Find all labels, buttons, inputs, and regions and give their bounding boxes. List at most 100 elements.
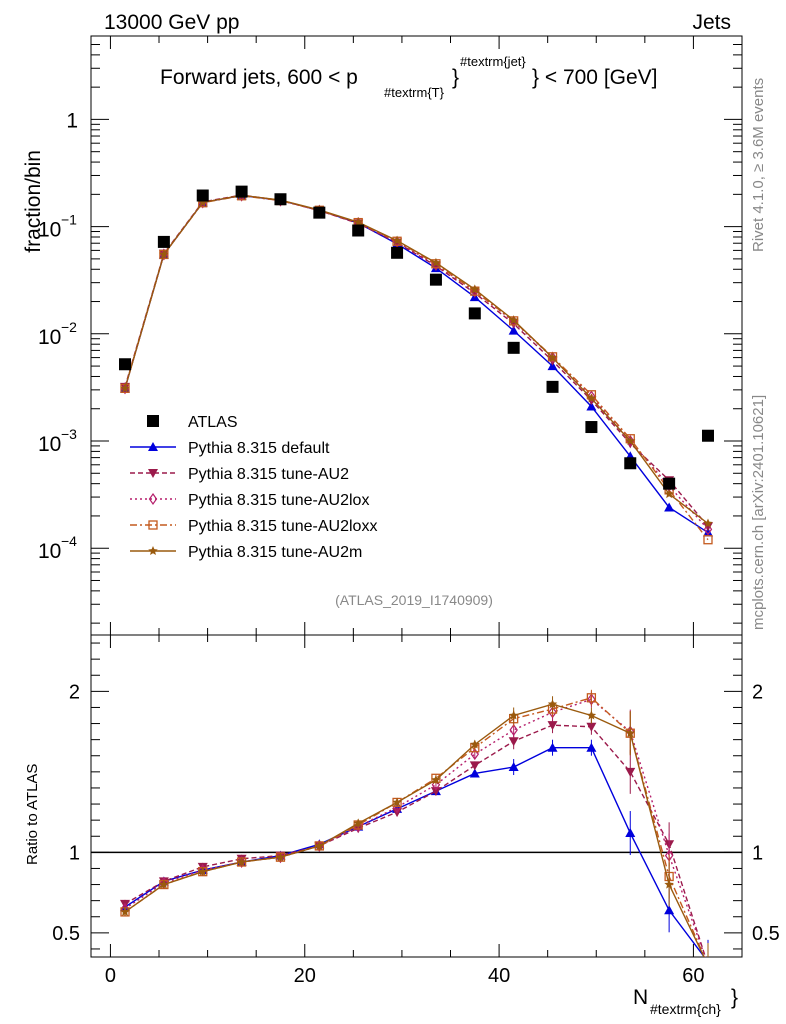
rivet-label: Rivet 4.1.0, ≥ 3.6M events: [750, 78, 767, 252]
y-tick-exponent: −3: [61, 426, 77, 442]
series-2-ratio-point: [469, 761, 480, 771]
chart-title: Forward jets, 600 < p #textrm{T} } #text…: [160, 54, 658, 100]
ratio-tick-label-right: 1: [752, 842, 763, 864]
series-3-point: [587, 390, 596, 403]
atlas-data-point: [313, 206, 326, 219]
legend-entry-1-label: Pythia 8.315 default: [188, 440, 330, 457]
series-2-ratio-point: [508, 737, 519, 747]
series-5-point: [664, 489, 674, 499]
y-tick-exponent: −4: [61, 533, 77, 549]
series-5-ratio-point: [547, 699, 558, 709]
series-5-ratio-point: [625, 728, 636, 738]
ratio-panel-series: [120, 689, 713, 969]
series-5-point: [120, 383, 130, 393]
series-5-ratio-line: [124, 703, 705, 957]
ratio-panel-frame: [90, 634, 743, 958]
x-axis-label-main: N: [633, 986, 648, 1009]
series-5-point: [625, 436, 636, 446]
series-5-point: [353, 217, 363, 227]
legend-entry-2-marker: [148, 469, 158, 478]
series-1-point: [664, 502, 675, 512]
series-1-point: [508, 325, 519, 335]
series-5-point: [470, 284, 480, 294]
x-tick-label: 40: [488, 965, 510, 987]
series-1-ratio-point: [508, 762, 519, 772]
series-2-ratio-line: [124, 724, 707, 957]
series-2-ratio-point: [547, 721, 558, 731]
x-axis-label-brace: }: [731, 986, 738, 1009]
series-5-ratio-point: [236, 857, 247, 867]
series-1-ratio-point: [625, 828, 636, 838]
ratio-tick-label: 1: [69, 842, 80, 864]
ratio-tick-label: 0.5: [52, 923, 80, 945]
series-5-ratio-point: [470, 739, 480, 749]
series-5-ratio-point: [197, 866, 208, 876]
series-1-ratio-point: [469, 768, 480, 778]
series-5-point: [508, 315, 519, 325]
x-tick-label: 60: [682, 965, 704, 987]
title-tail: } < 700 [GeV]: [532, 66, 658, 89]
series-5-point: [703, 518, 713, 528]
y-tick-label: 10: [38, 219, 61, 242]
series-1-point: [586, 401, 597, 411]
atlas-data-point: [391, 246, 404, 259]
series-5-ratio-point: [703, 960, 713, 969]
y-tick-label: 10: [38, 326, 61, 349]
legend-entry-5-label: Pythia 8.315 tune-AU2m: [188, 544, 362, 561]
atlas-data-point: [429, 273, 442, 286]
series-1-point: [702, 527, 713, 537]
legend: ATLAS Pythia 8.315 default Pythia 8.315 tu…: [130, 414, 377, 561]
main-panel-series: [119, 185, 714, 545]
series-3-point: [703, 523, 713, 536]
series-3-ratio-point: [509, 723, 518, 737]
header-right: Jets: [692, 11, 731, 34]
y-axis-label-ratio: Ratio to ATLAS: [24, 764, 41, 865]
series-5-point: [547, 352, 558, 362]
legend-entry-5-marker: [148, 546, 158, 556]
atlas-data-point: [274, 193, 287, 206]
series-5-ratio-point: [120, 906, 130, 916]
series-5-ratio-point: [508, 710, 519, 720]
legend-entry-0-label: ATLAS: [188, 414, 238, 431]
y-axis-label-main: fraction/bin: [22, 150, 45, 253]
x-tick-label: 0: [105, 965, 116, 987]
series-5-point: [197, 197, 208, 207]
series-1-ratio-point: [547, 742, 558, 752]
legend-entry-4-marker: [148, 520, 158, 530]
series-1-ratio-line: [124, 747, 706, 957]
atlas-data-point: [352, 224, 365, 237]
series-5-point: [392, 235, 402, 245]
ratio-tick-label-right: 0.5: [752, 923, 780, 945]
y-tick-exponent: −1: [61, 212, 77, 228]
series-4-ratio-point: [586, 693, 597, 703]
series-5-ratio-point: [314, 840, 325, 850]
atlas-data-point: [235, 185, 248, 198]
series-5-ratio-point: [159, 879, 169, 889]
y-tick-label: 10: [38, 540, 61, 563]
legend-entry-0-marker: [147, 415, 159, 427]
ratio-tick-label: 2: [69, 681, 80, 703]
series-4-point: [703, 535, 713, 545]
atlas-data-point: [157, 235, 170, 248]
series-4-ratio-point: [704, 961, 712, 969]
legend-entry-2-label: Pythia 8.315 tune-AU2: [188, 466, 349, 483]
series-2-ratio-point: [430, 787, 441, 797]
atlas-data-point: [468, 307, 481, 320]
x-tick-label: 20: [294, 965, 316, 987]
series-5-line: [124, 194, 709, 525]
title-sup-jet: #textrm{jet}: [460, 54, 526, 69]
series-1-ratio-point: [664, 905, 675, 915]
series-2-ratio-point: [625, 767, 636, 777]
series-5-point: [431, 257, 441, 267]
atlas-data-point: [701, 429, 714, 442]
series-5-ratio-point: [392, 797, 402, 807]
legend-entry-4-label: Pythia 8.315 tune-AU2loxx: [188, 518, 377, 535]
atlas-data-point: [546, 380, 559, 393]
title-brace: }: [452, 66, 459, 89]
analysis-watermark: (ATLAS_2019_I1740909): [335, 592, 493, 608]
header-left: 13000 GeV pp: [104, 11, 239, 34]
atlas-data-point: [507, 341, 520, 354]
legend-entry-3-label: Pythia 8.315 tune-AU2lox: [188, 492, 369, 509]
series-5-point: [586, 393, 597, 403]
x-axis-label-sub: #textrm{ch}: [650, 1001, 721, 1017]
